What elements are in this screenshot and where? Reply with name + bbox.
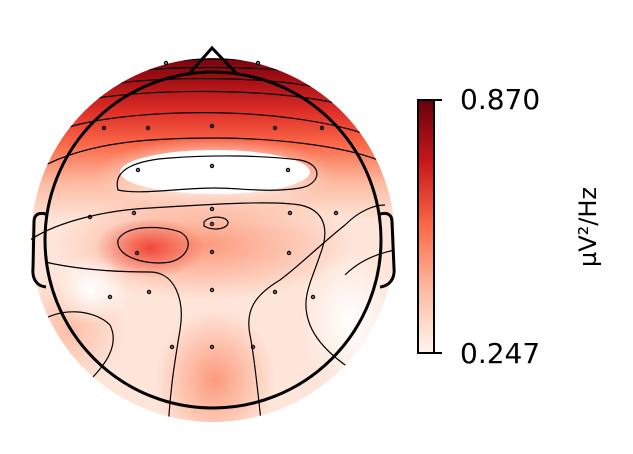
sensor-marker (310, 294, 316, 300)
sensor-marker (287, 210, 293, 216)
sensor-markers (87, 60, 339, 350)
sensor-marker (209, 163, 215, 169)
sensor-marker (134, 250, 140, 256)
sensor-marker (146, 289, 152, 295)
head-outline (31, 45, 396, 410)
nose-icon (186, 45, 240, 77)
contour-line (117, 226, 189, 264)
sensor-marker (101, 125, 107, 131)
sensor-marker (131, 210, 137, 216)
sensor-marker (209, 206, 215, 212)
sensor-marker (333, 210, 339, 216)
sensor-marker (209, 287, 215, 293)
contour-line (39, 137, 379, 169)
sensor-marker (87, 214, 93, 220)
colorbar (417, 99, 442, 354)
sensor-marker (319, 125, 325, 131)
contour-line (116, 155, 318, 193)
colorbar-min-label: 0.247 (460, 337, 541, 370)
right-ear-icon (379, 211, 396, 289)
sensor-marker (145, 125, 151, 131)
sensor-marker (209, 123, 215, 129)
sensor-marker (250, 344, 256, 350)
sensor-marker (209, 221, 215, 227)
sensor-marker (255, 60, 261, 66)
sensor-marker (163, 60, 169, 66)
sensor-marker (209, 249, 215, 255)
contour-line (248, 204, 386, 422)
colorbar-max-label: 0.870 (460, 83, 541, 116)
contour-line (203, 216, 229, 230)
sensor-marker (286, 250, 292, 256)
contour-line (59, 112, 369, 136)
contour-line (44, 261, 182, 422)
contour-line (31, 202, 371, 381)
left-ear-icon (31, 211, 47, 289)
contour-line (344, 249, 395, 276)
sensor-marker (209, 344, 215, 350)
sensor-marker (272, 289, 278, 295)
sensor-marker (107, 294, 113, 300)
sensor-marker (169, 344, 175, 350)
contour-line (34, 311, 114, 381)
sensor-marker (272, 125, 278, 131)
head-circle (43, 70, 383, 410)
sensor-marker (285, 167, 291, 173)
contour-line (104, 77, 321, 89)
contour-line (84, 90, 341, 105)
sensor-marker (135, 167, 141, 173)
colorbar-gradient (417, 99, 435, 354)
colorbar-unit-label: µV²/Hz (574, 186, 603, 268)
